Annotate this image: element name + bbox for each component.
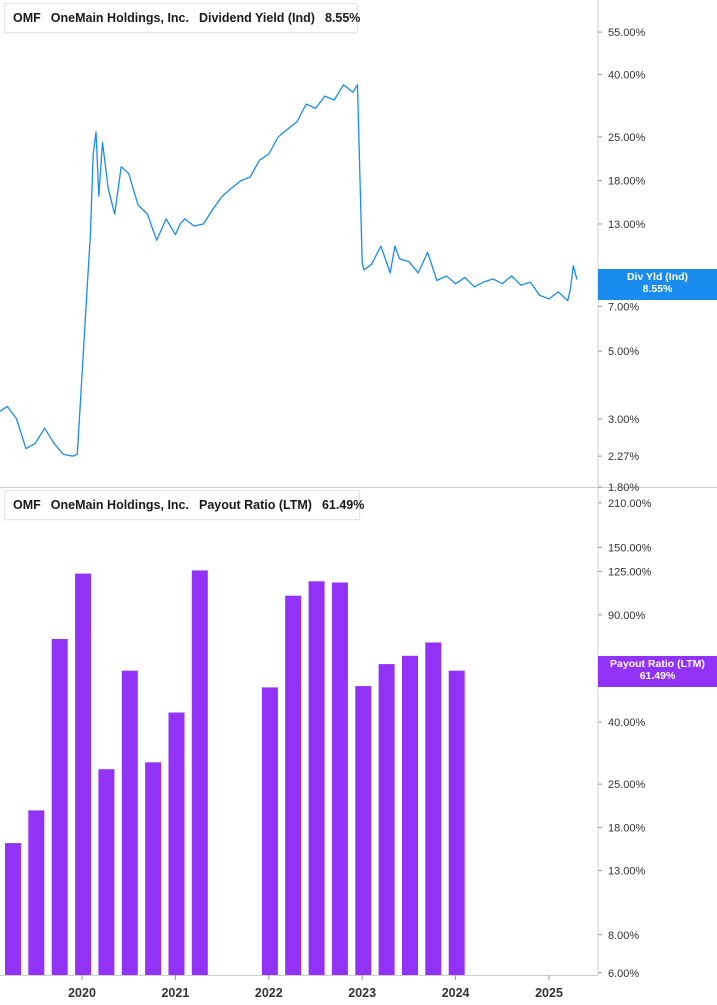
tag-title: Div Yld (Ind): [626, 271, 689, 283]
y-tick-label: 13.00%: [608, 219, 646, 231]
payout-bar: [51, 639, 68, 975]
payout-bar: [121, 670, 138, 975]
y-tick-label: 40.00%: [608, 69, 646, 81]
y-tick-label: 210.00%: [608, 498, 652, 510]
y-tick-label: 1.80%: [608, 482, 639, 494]
y-tick-label: 90.00%: [608, 610, 646, 622]
tag-value: 8.55%: [642, 283, 673, 295]
dividend-yield-value-tag: Div Yld (Ind) 8.55%: [598, 269, 717, 300]
payout-bar: [448, 670, 465, 975]
payout-bar: [98, 769, 115, 975]
dividend-yield-legend: OMF OneMain Holdings, Inc. Dividend Yiel…: [4, 3, 361, 33]
y-tick-label: 18.00%: [608, 823, 646, 835]
y-tick-label: 18.00%: [608, 176, 646, 188]
payout-bar: [261, 687, 278, 975]
payout-bar: [191, 570, 208, 975]
x-tick-label: 2023: [348, 986, 376, 1000]
y-tick-label: 13.00%: [608, 866, 646, 878]
y-tick-label: 55.00%: [608, 27, 646, 39]
payout-ratio-panel: 210.00% 150.00% 125.00% 90.00% 40.00% 25.00% 1…: [5, 498, 652, 980]
dividend-yield-series-line: [0, 84, 578, 457]
payout-bar: [331, 582, 348, 975]
payout-bar: [28, 810, 45, 975]
y-tick-label: 2.27%: [608, 451, 639, 463]
x-tick-label: 2022: [255, 986, 283, 1000]
y-tick-label: 150.00%: [608, 542, 652, 554]
company-label: OneMain Holdings, Inc.: [50, 11, 189, 25]
payout-bar: [285, 595, 302, 975]
ticker-label: OMF: [13, 498, 41, 512]
payout-bar: [168, 712, 185, 975]
tag-title: Payout Ratio (LTM): [610, 658, 705, 670]
dividend-yield-panel: 55.00% 40.00% 25.00% 18.00% 13.00% 7.00% 5.00%…: [0, 27, 646, 494]
y-tick-label: 7.00%: [608, 301, 639, 313]
x-tick-label: 2024: [442, 986, 470, 1000]
y-tick-label: 25.00%: [608, 132, 646, 144]
x-tick-label: 2020: [68, 986, 96, 1000]
current-value-label: 61.49%: [321, 498, 365, 512]
payout-bar: [355, 686, 372, 975]
y-tick-label: 3.00%: [608, 414, 639, 426]
payout-bar: [378, 664, 395, 975]
company-label: OneMain Holdings, Inc.: [50, 498, 189, 512]
x-axis: 2020 2021 2022 2023 2024 2025: [68, 975, 563, 1000]
payout-bar: [145, 762, 162, 975]
y-tick-label: 25.00%: [608, 779, 646, 791]
y-tick-label: 8.00%: [608, 930, 639, 942]
payout-bar: [308, 581, 325, 975]
y-tick-label: 6.00%: [608, 968, 639, 980]
x-tick-label: 2021: [161, 986, 189, 1000]
metric-label: Payout Ratio (LTM): [198, 498, 312, 512]
payout-bar: [5, 843, 21, 975]
y-tick-label: 5.00%: [608, 346, 639, 358]
current-value-label: 8.55%: [324, 11, 361, 25]
y-tick-label: 125.00%: [608, 566, 652, 578]
ticker-label: OMF: [13, 11, 41, 25]
y-tick-label: 40.00%: [608, 717, 646, 729]
payout-bar: [75, 573, 92, 975]
metric-label: Dividend Yield (Ind): [198, 11, 315, 25]
payout-bar: [402, 655, 418, 975]
tag-value: 61.49%: [639, 670, 676, 682]
x-tick-label: 2025: [535, 986, 563, 1000]
payout-ratio-legend: OMF OneMain Holdings, Inc. Payout Ratio …: [4, 490, 364, 520]
payout-bar: [425, 642, 442, 975]
payout-ratio-value-tag: Payout Ratio (LTM) 61.49%: [598, 656, 717, 687]
